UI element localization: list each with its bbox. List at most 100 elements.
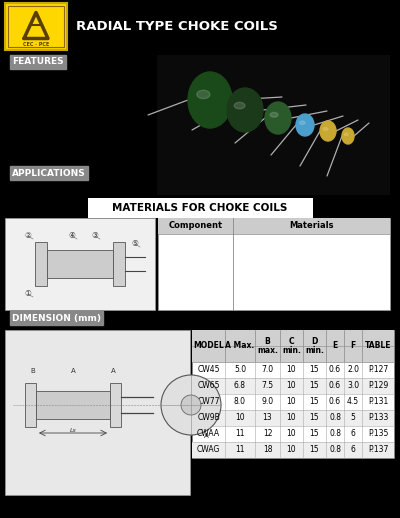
Text: MATERIALS FOR CHOKE COILS: MATERIALS FOR CHOKE COILS — [112, 203, 288, 213]
Ellipse shape — [265, 102, 291, 134]
Text: 2.0: 2.0 — [347, 366, 359, 375]
Text: 0.6: 0.6 — [329, 381, 341, 391]
FancyBboxPatch shape — [192, 442, 394, 458]
FancyBboxPatch shape — [192, 378, 394, 394]
Ellipse shape — [234, 102, 245, 109]
Text: ①: ① — [24, 290, 32, 298]
Text: Ls: Ls — [70, 428, 76, 433]
Text: APPLICATIONS: APPLICATIONS — [12, 168, 86, 178]
Text: 6: 6 — [350, 445, 356, 454]
Text: B: B — [265, 337, 270, 346]
Text: 5: 5 — [350, 413, 356, 423]
Text: 6: 6 — [350, 429, 356, 439]
Text: 7.0: 7.0 — [262, 366, 274, 375]
Text: CW65: CW65 — [197, 381, 220, 391]
Ellipse shape — [344, 133, 348, 136]
Text: 0.6: 0.6 — [329, 366, 341, 375]
Text: FEATURES: FEATURES — [12, 57, 64, 66]
Text: max.: max. — [257, 347, 278, 355]
Text: 15: 15 — [310, 445, 319, 454]
Circle shape — [161, 375, 221, 435]
Text: P.131: P.131 — [368, 397, 388, 407]
FancyBboxPatch shape — [157, 55, 390, 195]
FancyBboxPatch shape — [35, 242, 47, 286]
Text: ③: ③ — [92, 232, 98, 240]
Text: ④: ④ — [68, 232, 76, 240]
Text: 4.5: 4.5 — [347, 397, 359, 407]
Text: 15: 15 — [310, 397, 319, 407]
FancyBboxPatch shape — [88, 198, 313, 218]
Text: 11: 11 — [235, 445, 245, 454]
Text: A: A — [111, 368, 115, 374]
Text: 10: 10 — [287, 366, 296, 375]
Text: MODEL: MODEL — [193, 341, 224, 351]
Text: min.: min. — [305, 347, 324, 355]
Text: 9.0: 9.0 — [262, 397, 274, 407]
Text: A: A — [71, 368, 75, 374]
Text: F: F — [350, 341, 356, 351]
FancyBboxPatch shape — [158, 218, 390, 310]
FancyBboxPatch shape — [192, 330, 394, 458]
Text: Component: Component — [168, 222, 222, 231]
Text: 18: 18 — [263, 445, 272, 454]
Ellipse shape — [300, 121, 305, 124]
Text: TABLE: TABLE — [365, 341, 391, 351]
Ellipse shape — [227, 88, 263, 132]
Text: P.137: P.137 — [368, 445, 388, 454]
Text: RADIAL TYPE CHOKE COILS: RADIAL TYPE CHOKE COILS — [76, 20, 278, 33]
Text: 5.0: 5.0 — [234, 366, 246, 375]
Text: P.129: P.129 — [368, 381, 388, 391]
Text: CW45: CW45 — [197, 366, 220, 375]
Text: A: A — [204, 433, 208, 439]
Text: P.127: P.127 — [368, 366, 388, 375]
Text: 8.0: 8.0 — [234, 397, 246, 407]
FancyBboxPatch shape — [25, 383, 36, 427]
Text: 10: 10 — [287, 381, 296, 391]
Text: 6.8: 6.8 — [234, 381, 246, 391]
Text: E: E — [332, 341, 338, 351]
Text: C: C — [289, 337, 294, 346]
Text: 10: 10 — [235, 413, 245, 423]
Text: Materials: Materials — [289, 222, 334, 231]
Text: ②: ② — [24, 232, 32, 240]
Text: 12: 12 — [263, 429, 272, 439]
Text: CW9B: CW9B — [197, 413, 220, 423]
FancyBboxPatch shape — [36, 391, 110, 419]
Text: 15: 15 — [310, 413, 319, 423]
Ellipse shape — [320, 121, 336, 141]
Ellipse shape — [296, 114, 314, 136]
Text: B: B — [31, 368, 35, 374]
Text: CW77: CW77 — [197, 397, 220, 407]
Text: 15: 15 — [310, 366, 319, 375]
Text: 0.6: 0.6 — [329, 397, 341, 407]
FancyBboxPatch shape — [110, 383, 121, 427]
Ellipse shape — [342, 128, 354, 144]
Ellipse shape — [188, 72, 232, 128]
Text: min.: min. — [282, 347, 301, 355]
FancyBboxPatch shape — [5, 218, 155, 310]
Text: 0.8: 0.8 — [329, 413, 341, 423]
Text: 15: 15 — [310, 429, 319, 439]
Text: 13: 13 — [263, 413, 272, 423]
Text: 10: 10 — [287, 445, 296, 454]
Text: D: D — [311, 337, 318, 346]
Text: 3.0: 3.0 — [347, 381, 359, 391]
FancyBboxPatch shape — [192, 410, 394, 426]
Text: 10: 10 — [287, 429, 296, 439]
FancyBboxPatch shape — [113, 242, 125, 286]
Text: 0.8: 0.8 — [329, 445, 341, 454]
Text: DIMENSION (mm): DIMENSION (mm) — [12, 313, 101, 323]
FancyBboxPatch shape — [47, 250, 113, 278]
FancyBboxPatch shape — [5, 330, 190, 495]
Text: CWAA: CWAA — [197, 429, 220, 439]
Text: CWAG: CWAG — [197, 445, 220, 454]
FancyBboxPatch shape — [5, 3, 67, 50]
Text: P.133: P.133 — [368, 413, 388, 423]
Ellipse shape — [323, 127, 328, 131]
Text: P.135: P.135 — [368, 429, 388, 439]
Text: 0.8: 0.8 — [329, 429, 341, 439]
Text: 7.5: 7.5 — [262, 381, 274, 391]
Text: CEC · PCE: CEC · PCE — [23, 41, 49, 47]
Ellipse shape — [197, 90, 210, 98]
Ellipse shape — [270, 112, 278, 117]
